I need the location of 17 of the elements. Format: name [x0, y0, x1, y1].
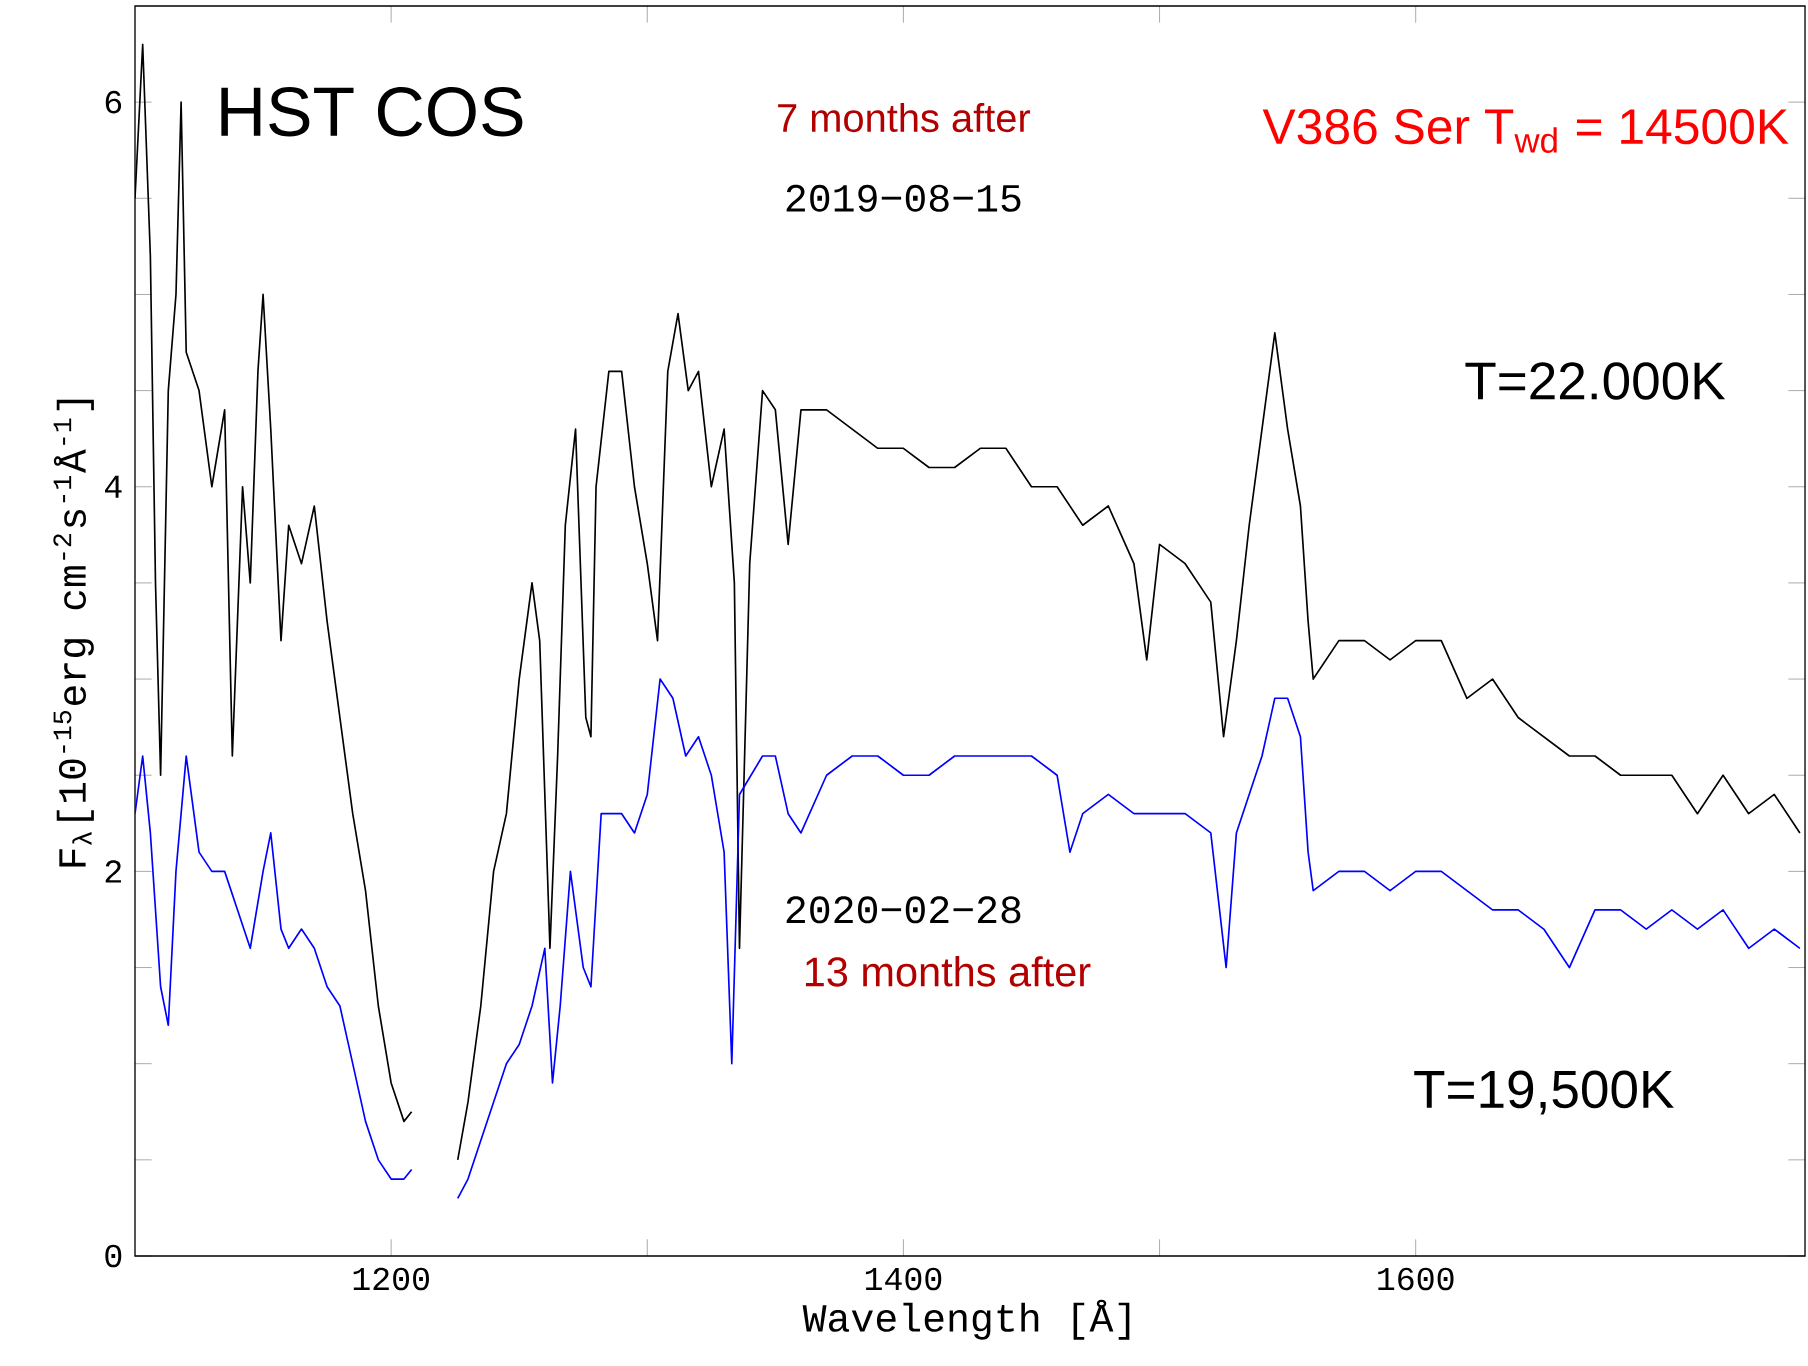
- annotation: HST COS: [221, 87, 523, 137]
- x-axis-title: Wavelength [Å]: [802, 1299, 1130, 1340]
- x-tick-label: 1400: [865, 1267, 942, 1291]
- text: F$_{λ}$[10$^{-15}$erg cm$^{-2}$s$^{-1}$Å$^{-1}$]: [53, 399, 94, 867]
- y-tick-label: 0: [105, 1244, 122, 1268]
- x-tick-label: 1200: [353, 1267, 429, 1291]
- annotation: 2019−08−15: [786, 184, 1021, 212]
- y-tick-label: 4: [105, 475, 122, 498]
- annotation: 2020−02−28: [786, 896, 1021, 924]
- y-tick-label: 2: [105, 860, 121, 883]
- x-tick-label: 1600: [1378, 1267, 1454, 1291]
- annotation: T=19,500K: [1414, 1070, 1674, 1115]
- annotation: T=22.000K: [1465, 362, 1726, 400]
- annotation: 7 months after: [778, 102, 1031, 133]
- annotation: V386 Ser T$_{wd}$ = 14500K: [1262, 109, 1789, 153]
- y-tick-label: 6: [105, 90, 122, 114]
- annotation: 13 months after: [805, 956, 1091, 987]
